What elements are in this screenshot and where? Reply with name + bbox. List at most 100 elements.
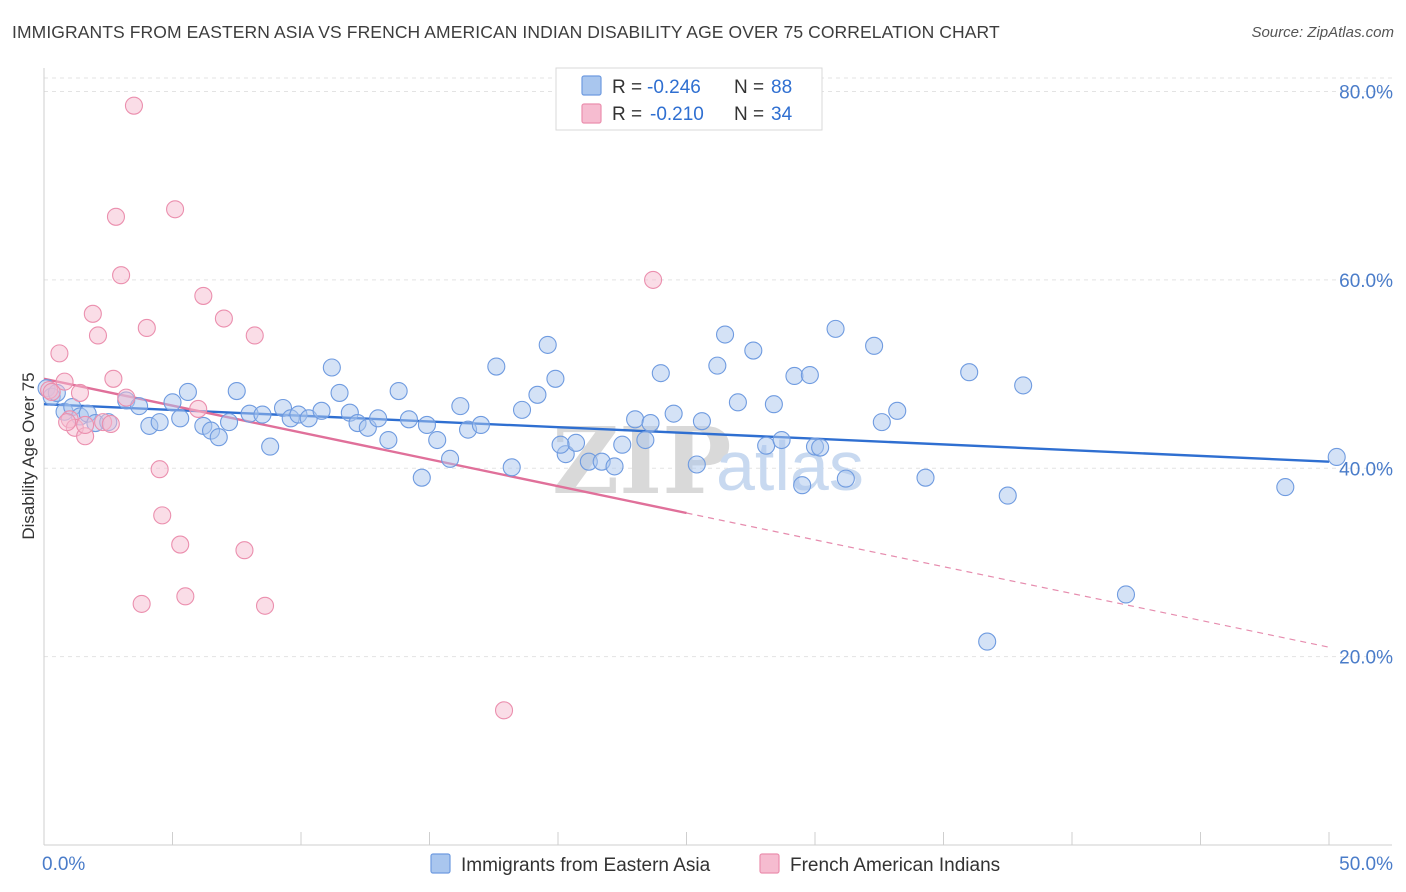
data-point (104, 369, 123, 388)
trend-line-solid-1 (43, 377, 687, 515)
data-point (245, 326, 264, 345)
data-point (255, 596, 275, 615)
data-point (708, 356, 727, 375)
bottom-legend-swatch-eastern-asia (430, 853, 451, 874)
data-point (1116, 585, 1136, 604)
y-tick-labels: 20.0% 40.0% 60.0% 80.0% (1339, 83, 1393, 669)
data-point (551, 435, 570, 454)
source-label: Source: ZipAtlas.com (1251, 24, 1394, 41)
y-tick-label-80: 80.0% (1339, 83, 1393, 104)
data-point (1327, 447, 1346, 467)
data-point (998, 486, 1017, 505)
data-point (261, 437, 280, 456)
data-point (960, 363, 979, 382)
data-point (235, 541, 254, 560)
data-point (253, 405, 272, 424)
data-point (1276, 478, 1295, 497)
legend-r-value-1: -0.246 (647, 77, 701, 98)
data-point (137, 318, 156, 337)
data-point (42, 382, 61, 402)
legend-swatch-eastern-asia (581, 75, 602, 96)
data-point (872, 413, 891, 432)
data-point (176, 587, 195, 606)
data-point (219, 413, 239, 432)
data-point (417, 415, 436, 434)
legend-n-label-2: N = (734, 104, 764, 125)
data-point (471, 415, 490, 434)
data-point (428, 430, 447, 450)
data-point (88, 326, 108, 345)
data-point (163, 393, 182, 412)
data-point (978, 632, 997, 651)
data-point (194, 286, 213, 305)
data-point (626, 410, 645, 429)
data-point (106, 207, 126, 226)
data-point (512, 400, 532, 419)
data-point (178, 382, 197, 402)
data-point (728, 393, 747, 412)
data-point (150, 413, 169, 432)
data-point (888, 401, 907, 420)
data-point (209, 428, 228, 447)
data-point (800, 365, 819, 385)
legend-n-value-2: 34 (771, 104, 793, 125)
data-point (605, 457, 624, 476)
data-point (227, 381, 246, 401)
data-point (412, 468, 431, 487)
data-point (70, 383, 90, 402)
legend-r-label-1: R = (612, 77, 642, 98)
data-point (644, 270, 663, 289)
trend-line-dashed-1 (686, 512, 1330, 648)
y-tick-label-40: 40.0% (1339, 459, 1393, 480)
data-point (651, 364, 670, 383)
chart-title: IMMIGRANTS FROM EASTERN ASIA VS FRENCH A… (12, 22, 1000, 42)
series-legend: Immigrants from Eastern Asia French Amer… (430, 853, 1000, 876)
data-point (441, 449, 460, 468)
data-point (166, 200, 185, 219)
data-point (130, 397, 149, 416)
data-point (715, 325, 735, 344)
data-point (836, 469, 855, 488)
data-point (613, 435, 632, 454)
data-point (369, 409, 388, 428)
data-point (502, 458, 521, 477)
data-point (494, 701, 514, 720)
data-point (826, 319, 845, 338)
data-point (312, 401, 331, 420)
legend-r-value-2: -0.210 (650, 104, 704, 125)
data-point (50, 344, 69, 363)
y-tick-label-20: 20.0% (1339, 648, 1393, 669)
data-point (58, 413, 77, 432)
data-point (641, 414, 660, 433)
data-point (214, 309, 233, 328)
data-point (101, 414, 120, 434)
legend-n-value-1: 88 (771, 77, 792, 98)
data-point (528, 385, 547, 404)
y-tick-label-60: 60.0% (1339, 271, 1393, 292)
data-point (772, 430, 791, 450)
data-point (150, 460, 169, 479)
legend-swatch-french-american-indian (581, 103, 602, 124)
axes (43, 68, 1392, 846)
data-point (744, 341, 763, 360)
data-point (389, 381, 408, 401)
bottom-legend-label-french-american-indian: French American Indians (790, 855, 1000, 876)
data-point (451, 397, 470, 416)
bottom-legend-label-eastern-asia: Immigrants from Eastern Asia (461, 855, 711, 876)
data-point (124, 96, 143, 115)
data-point (153, 506, 172, 525)
data-point (322, 358, 341, 377)
data-point (865, 336, 884, 355)
data-point (764, 395, 783, 414)
data-point (171, 409, 190, 428)
data-point (189, 399, 208, 418)
x-tick-label-min: 0.0% (42, 854, 85, 875)
data-point (757, 436, 776, 455)
data-point (546, 369, 565, 388)
data-point (330, 383, 349, 402)
data-point (687, 455, 706, 474)
data-point (538, 335, 557, 354)
data-point (1014, 376, 1033, 395)
data-point (811, 438, 830, 457)
